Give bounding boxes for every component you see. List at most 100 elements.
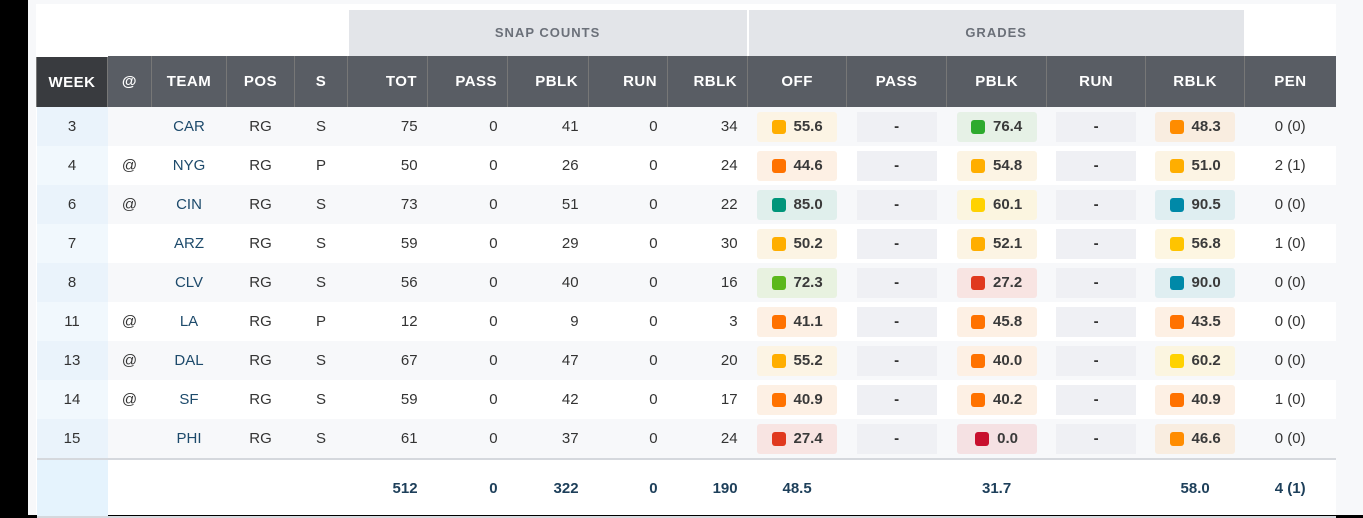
grade-color-icon bbox=[771, 197, 786, 212]
grade-empty: - bbox=[1056, 189, 1137, 220]
cell-snap-run: 0 bbox=[649, 430, 658, 447]
grade-value: 40.9 bbox=[1191, 391, 1221, 408]
grade-badge: 0.0 bbox=[956, 423, 1037, 454]
cell-pos: RG bbox=[249, 313, 272, 330]
cell-snap-rblk: 22 bbox=[720, 196, 738, 213]
column-header-snap-pblk[interactable]: PBLK bbox=[507, 55, 589, 107]
column-header-snap-run[interactable]: RUN bbox=[588, 55, 668, 107]
cell-team[interactable]: NYG bbox=[172, 157, 206, 174]
cell-s: P bbox=[316, 157, 327, 174]
grade-value: 27.2 bbox=[993, 274, 1023, 291]
cell-team[interactable]: CAR bbox=[173, 118, 205, 135]
cell-snap-pblk: 51 bbox=[561, 196, 579, 213]
cell-pos: RG bbox=[249, 274, 272, 291]
cell-pen: 1 (0) bbox=[1274, 235, 1306, 252]
cell-snap-pass: 0 bbox=[489, 274, 498, 291]
column-header-grade-rblk[interactable]: RBLK bbox=[1145, 55, 1245, 107]
grade-badge: 55.2 bbox=[757, 345, 838, 376]
cell-grade-run: - bbox=[1047, 302, 1146, 341]
column-header-pen[interactable]: PEN bbox=[1244, 55, 1336, 107]
cell-snap-tot: 73 bbox=[400, 196, 418, 213]
grade-badge: 52.1 bbox=[956, 228, 1037, 259]
cell-at: @ bbox=[121, 157, 138, 174]
grade-empty: - bbox=[856, 267, 937, 298]
cell-grade-pblk: 40.2 bbox=[947, 380, 1047, 419]
cell-team[interactable]: CIN bbox=[176, 196, 202, 213]
cell-week: 8 bbox=[36, 263, 108, 302]
grade-empty: - bbox=[856, 111, 937, 142]
table-row: 11 @ LA RG P 12 0 9 0 3 41.1 - 45.8 - 43.5 0 (0) bbox=[36, 302, 1336, 341]
cell-at bbox=[108, 224, 152, 263]
cell-team[interactable]: PHI bbox=[176, 430, 202, 447]
cell-snap-tot: 59 bbox=[400, 235, 418, 252]
total-grade-pblk: 31.7 bbox=[946, 458, 1047, 518]
column-header-snap-rblk[interactable]: RBLK bbox=[667, 55, 748, 107]
cell-pen: 0 (0) bbox=[1274, 196, 1306, 213]
column-header-snap-tot[interactable]: TOT bbox=[347, 55, 428, 107]
cell-grade-pass: - bbox=[847, 263, 947, 302]
grade-badge: 72.3 bbox=[757, 267, 838, 298]
cell-grade-pass: - bbox=[847, 341, 947, 380]
cell-team[interactable]: DAL bbox=[174, 352, 204, 369]
cell-grade-run: - bbox=[1047, 263, 1146, 302]
column-header-snap-pass[interactable]: PASS bbox=[427, 55, 508, 107]
column-header-team[interactable]: TEAM bbox=[151, 55, 227, 107]
grades-group-header: GRADES bbox=[746, 10, 1246, 56]
grade-color-icon bbox=[1169, 158, 1184, 173]
column-header-grade-pblk[interactable]: PBLK bbox=[946, 55, 1047, 107]
column-header-pos[interactable]: POS bbox=[226, 55, 295, 107]
cell-week: 3 bbox=[36, 107, 108, 146]
column-header-at[interactable]: @ bbox=[107, 55, 152, 107]
total-run: 0 bbox=[588, 458, 668, 518]
cell-snap-pass: 0 bbox=[489, 157, 498, 174]
cell-snap-run: 0 bbox=[649, 352, 658, 369]
column-header-grade-off[interactable]: OFF bbox=[747, 55, 847, 107]
cell-snap-tot: 67 bbox=[400, 352, 418, 369]
cell-team[interactable]: CLV bbox=[174, 274, 204, 291]
column-header-s[interactable]: S bbox=[293, 55, 348, 107]
cell-snap-run: 0 bbox=[649, 391, 658, 408]
grade-badge: 46.6 bbox=[1155, 423, 1236, 454]
total-pblk: 322 bbox=[507, 458, 589, 518]
grade-value: 55.2 bbox=[793, 352, 823, 369]
cell-week: 13 bbox=[36, 341, 108, 380]
cell-snap-rblk: 34 bbox=[720, 118, 738, 135]
grade-color-icon bbox=[971, 275, 985, 290]
grade-value: 40.9 bbox=[793, 391, 823, 408]
cell-grade-rblk: 51.0 bbox=[1146, 146, 1245, 185]
cell-snap-pblk: 42 bbox=[561, 391, 579, 408]
total-rblk: 190 bbox=[667, 458, 748, 518]
grade-value: 27.4 bbox=[793, 430, 823, 447]
grade-badge: 51.0 bbox=[1155, 150, 1236, 181]
grade-value: 55.6 bbox=[793, 118, 823, 135]
cell-snap-rblk: 20 bbox=[720, 352, 738, 369]
cell-grade-off: 85.0 bbox=[748, 185, 847, 224]
grade-color-icon bbox=[971, 119, 985, 134]
cell-s: S bbox=[316, 274, 327, 291]
cell-s: P bbox=[316, 313, 327, 330]
cell-s: S bbox=[316, 391, 327, 408]
cell-grade-run: - bbox=[1047, 224, 1146, 263]
grade-badge: 48.3 bbox=[1155, 111, 1236, 142]
cell-team[interactable]: ARZ bbox=[174, 235, 204, 252]
grade-value: 60.1 bbox=[993, 196, 1023, 213]
cell-snap-rblk: 30 bbox=[720, 235, 738, 252]
column-header-week[interactable]: WEEK bbox=[36, 54, 108, 107]
column-header-grade-pass[interactable]: PASS bbox=[846, 55, 947, 107]
cell-week: 7 bbox=[36, 224, 108, 263]
table-row: 7 ARZ RG S 59 0 29 0 30 50.2 - 52.1 - 56.8 1 (0) bbox=[36, 224, 1336, 263]
grade-color-icon bbox=[771, 392, 786, 407]
cell-grade-pass: - bbox=[847, 380, 947, 419]
cell-team[interactable]: LA bbox=[179, 313, 199, 330]
grade-value: 52.1 bbox=[993, 235, 1023, 252]
grade-empty: - bbox=[1056, 228, 1137, 259]
grade-empty: - bbox=[1056, 384, 1137, 415]
cell-snap-pblk: 47 bbox=[561, 352, 579, 369]
column-header-grade-run[interactable]: RUN bbox=[1046, 55, 1146, 107]
cell-pos: RG bbox=[249, 235, 272, 252]
cell-grade-off: 27.4 bbox=[748, 419, 847, 459]
cell-team[interactable]: SF bbox=[179, 391, 199, 408]
grade-badge: 40.9 bbox=[757, 384, 838, 415]
grade-color-icon bbox=[771, 275, 786, 290]
cell-snap-tot: 56 bbox=[400, 274, 418, 291]
